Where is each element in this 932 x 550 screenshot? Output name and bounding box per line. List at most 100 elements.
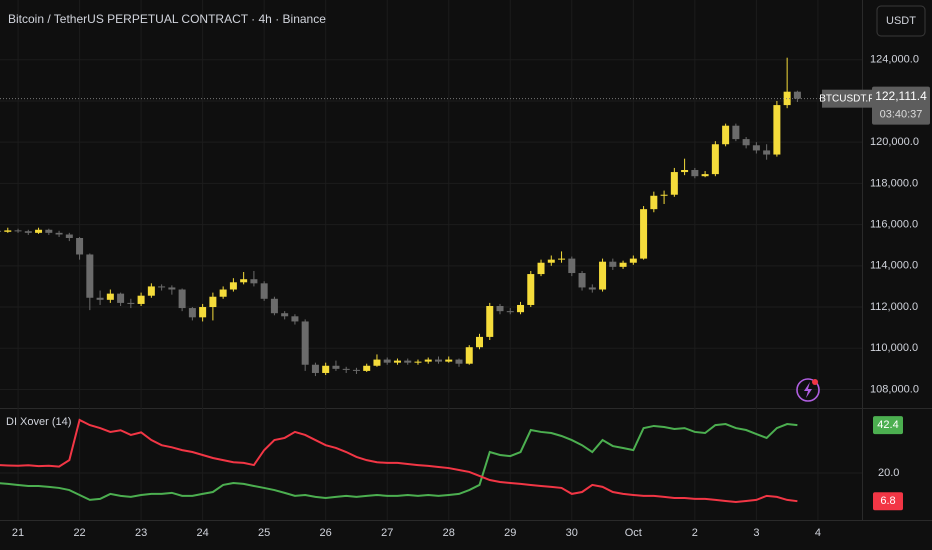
candle-body (588, 287, 596, 290)
indicator-title: DI Xover (14) (6, 416, 71, 428)
x-tick-label: 25 (258, 527, 270, 539)
candle-body (96, 297, 104, 300)
candle-body (322, 365, 330, 373)
candle-body (137, 295, 145, 304)
x-tick-label: 30 (566, 527, 578, 539)
candle-body (722, 125, 730, 145)
x-tick-label: 22 (73, 527, 85, 539)
candle-body (117, 293, 125, 303)
candle-body (486, 306, 494, 337)
y-tick-label: 20.0 (878, 467, 899, 479)
candle-body (209, 296, 217, 308)
currency-button-label[interactable]: USDT (886, 15, 916, 27)
candle-body (55, 232, 63, 235)
y-tick-label: 112,000.0 (870, 301, 918, 313)
x-tick-label: 24 (197, 527, 209, 539)
candle-body (240, 279, 248, 283)
y-tick-label: 124,000.0 (870, 54, 919, 66)
candle-body (342, 368, 350, 370)
x-tick-label: 27 (381, 527, 393, 539)
alert-icon-dot[interactable] (812, 379, 818, 385)
grid: 21 22 23 24 25 26 27 28 29 30 Oct 2 3 4108,000.0110,0… (0, 0, 919, 539)
candle-body (35, 229, 43, 233)
indicator-line (0, 423, 798, 501)
candle-body (424, 359, 432, 362)
candle-body (506, 311, 514, 313)
candle-body (793, 91, 801, 99)
candle-body (629, 258, 637, 263)
candle-body (127, 302, 135, 304)
currency-button[interactable] (876, 5, 926, 37)
candle-body (106, 293, 114, 300)
chart-title: Bitcoin / TetherUS PERPETUAL CONTRACT · … (8, 12, 326, 26)
candle-body (311, 364, 319, 373)
candle-body (301, 321, 309, 365)
candle-body (219, 289, 227, 297)
candle-body (24, 231, 32, 233)
candle-body (517, 304, 525, 313)
candle-body (363, 365, 371, 371)
marks (0, 57, 862, 504)
y-tick-label: 116,000.0 (870, 219, 918, 231)
candle-body (158, 286, 166, 288)
candle-body (393, 360, 401, 363)
tags: BTCUSDT.P 122,111.4 03:40:37 42.4 6.8 (819, 86, 930, 511)
y-tick-label: 114,000.0 (870, 260, 918, 272)
candle-body (681, 170, 689, 173)
x-tick-label: 28 (443, 527, 455, 539)
candle-body (609, 261, 617, 267)
candle-body (496, 306, 504, 312)
candle-body (476, 336, 484, 348)
symbol-tag: BTCUSDT.P (819, 93, 875, 104)
candle-body (763, 150, 771, 155)
candle-body (332, 365, 340, 369)
candle-body (578, 273, 586, 288)
candle-body (4, 230, 12, 232)
candle-body (373, 359, 381, 366)
indicator-value-box (873, 492, 903, 511)
symbol-tag-box (822, 89, 872, 108)
candle-body (465, 347, 473, 364)
candle-body (352, 369, 360, 371)
x-tick-label: 29 (504, 527, 516, 539)
alert-icon-bolt[interactable] (804, 382, 812, 398)
candle-body (0, 230, 2, 232)
candle-body (527, 274, 535, 305)
candle-body (691, 170, 699, 177)
y-tick-label: 108,000.0 (870, 383, 919, 395)
candle-body (547, 259, 555, 263)
x-tick-label: 26 (320, 527, 332, 539)
candle-body (260, 283, 268, 299)
candle-body (86, 254, 94, 298)
candle-body (660, 194, 668, 196)
indicator-value-box (873, 416, 903, 435)
x-tick-label: 23 (135, 527, 147, 539)
candle-body (45, 229, 53, 233)
candle-body (404, 360, 412, 363)
indicator-value: 6.8 (880, 495, 895, 507)
alert-icon[interactable] (796, 378, 820, 402)
candle-body (199, 307, 207, 318)
x-tick-label: Oct (625, 527, 642, 539)
x-tick-label: 21 (12, 527, 24, 539)
candle-body (732, 125, 740, 140)
indicator-line (0, 418, 798, 504)
candle-body (558, 258, 566, 260)
candle-body (229, 282, 237, 290)
candle-body (783, 91, 791, 106)
candle-body (445, 359, 453, 362)
candle-body (270, 298, 278, 314)
candle-body (434, 359, 442, 362)
y-tick-label: 110,000.0 (870, 342, 918, 354)
candle-body (281, 313, 289, 317)
last-price-label: 122,111.4 (875, 89, 927, 103)
countdown: 03:40:37 (880, 109, 923, 121)
last-price-box (872, 86, 930, 125)
candle-body (701, 174, 709, 177)
candle-body (650, 195, 658, 210)
candle-body (188, 308, 196, 318)
alert-icon-ring[interactable] (796, 378, 820, 402)
candle-body (537, 262, 545, 275)
candle-body (455, 359, 463, 364)
